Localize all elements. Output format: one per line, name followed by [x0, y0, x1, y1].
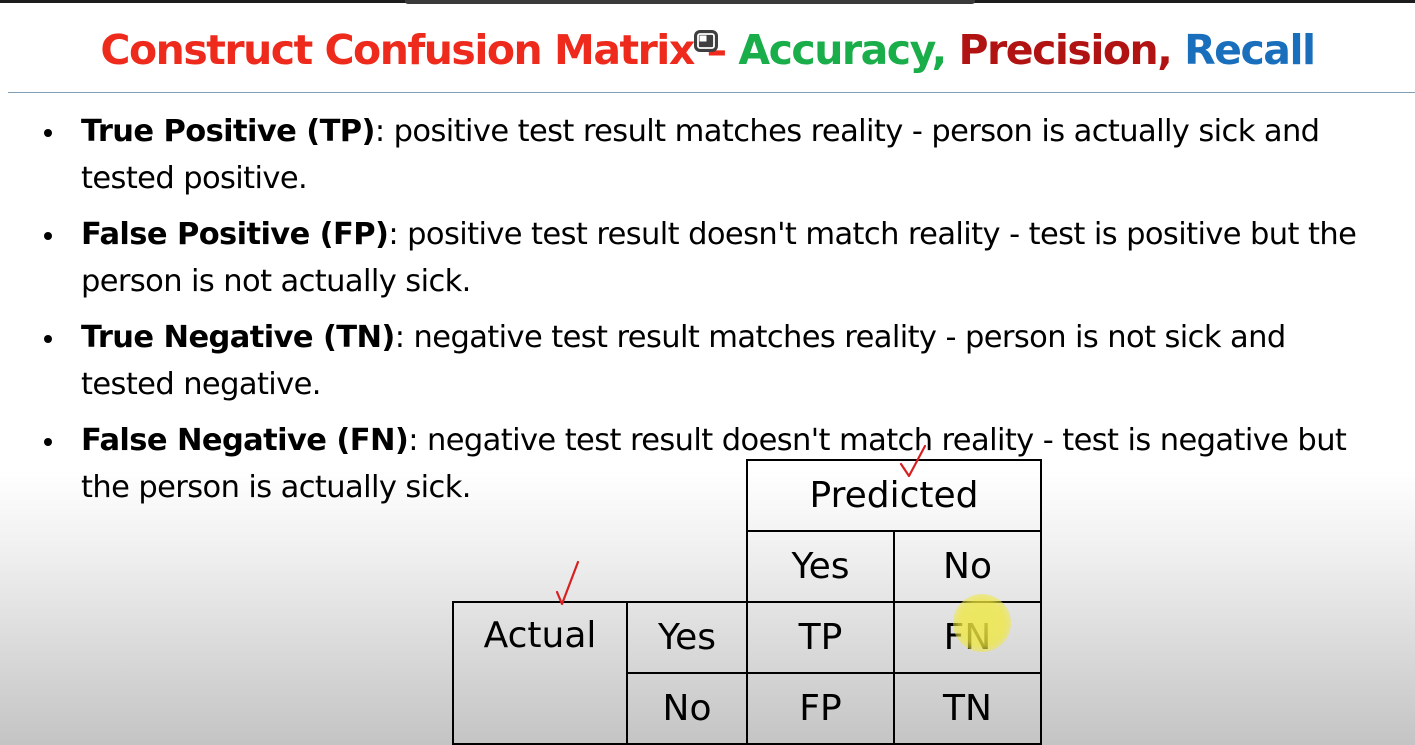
bullet-dot [44, 438, 52, 446]
term-label: False Negative (FN) [81, 423, 409, 458]
title-main: Construct Confusion Matrix [100, 26, 695, 74]
bullet-dot [44, 335, 52, 343]
actual-yes-header: Yes [626, 601, 748, 674]
bullet-dot [44, 129, 52, 137]
cell-fp: FP [746, 672, 895, 745]
bullet-true-positive: True Positive (TP): positive test result… [44, 108, 1381, 202]
title-accuracy: Accuracy, [738, 26, 947, 74]
annotation-checkmark [899, 444, 927, 478]
bullet-true-negative: True Negative (TN): negative test result… [44, 314, 1381, 408]
term-description: : negative test result doesn't match rea… [81, 423, 1347, 505]
empty-cell [627, 460, 747, 531]
predicted-yes-header: Yes [746, 530, 895, 603]
cell-tn: TN [893, 672, 1042, 745]
term-label: True Positive (TP) [81, 114, 375, 149]
term-description: : negative test result matches reality -… [81, 320, 1286, 402]
term-label: False Positive (FP) [81, 217, 389, 252]
bullet-false-negative: False Negative (FN): negative test resul… [44, 417, 1381, 511]
empty-cell [453, 531, 627, 602]
confusion-matrix-table: Predicted Yes No Actual Yes TP FN No FP … [452, 459, 1042, 745]
term-description: : positive test result doesn't match rea… [81, 217, 1357, 299]
title-recall: Recall [1184, 26, 1316, 74]
actual-header: Actual [452, 601, 628, 745]
predicted-no-header: No [893, 530, 1042, 603]
cell-tp: TP [746, 601, 895, 674]
empty-cell [453, 460, 627, 531]
video-progress-strip [405, 0, 975, 4]
title-precision: Precision, [958, 26, 1173, 74]
annotation-checkmark [555, 560, 580, 606]
predicted-header: Predicted [746, 459, 1042, 532]
bullet-dot [44, 232, 52, 240]
term-label: True Negative (TN) [81, 320, 395, 355]
cursor-highlight [953, 594, 1011, 652]
bullet-false-positive: False Positive (FP): positive test resul… [44, 211, 1381, 305]
slide-title: Construct Confusion Matrix – Accuracy, P… [0, 26, 1415, 75]
picture-in-picture-icon[interactable] [694, 30, 718, 52]
title-divider [8, 92, 1415, 93]
term-description: : positive test result matches reality -… [81, 114, 1320, 196]
actual-no-header: No [626, 672, 748, 745]
empty-cell [627, 531, 747, 602]
